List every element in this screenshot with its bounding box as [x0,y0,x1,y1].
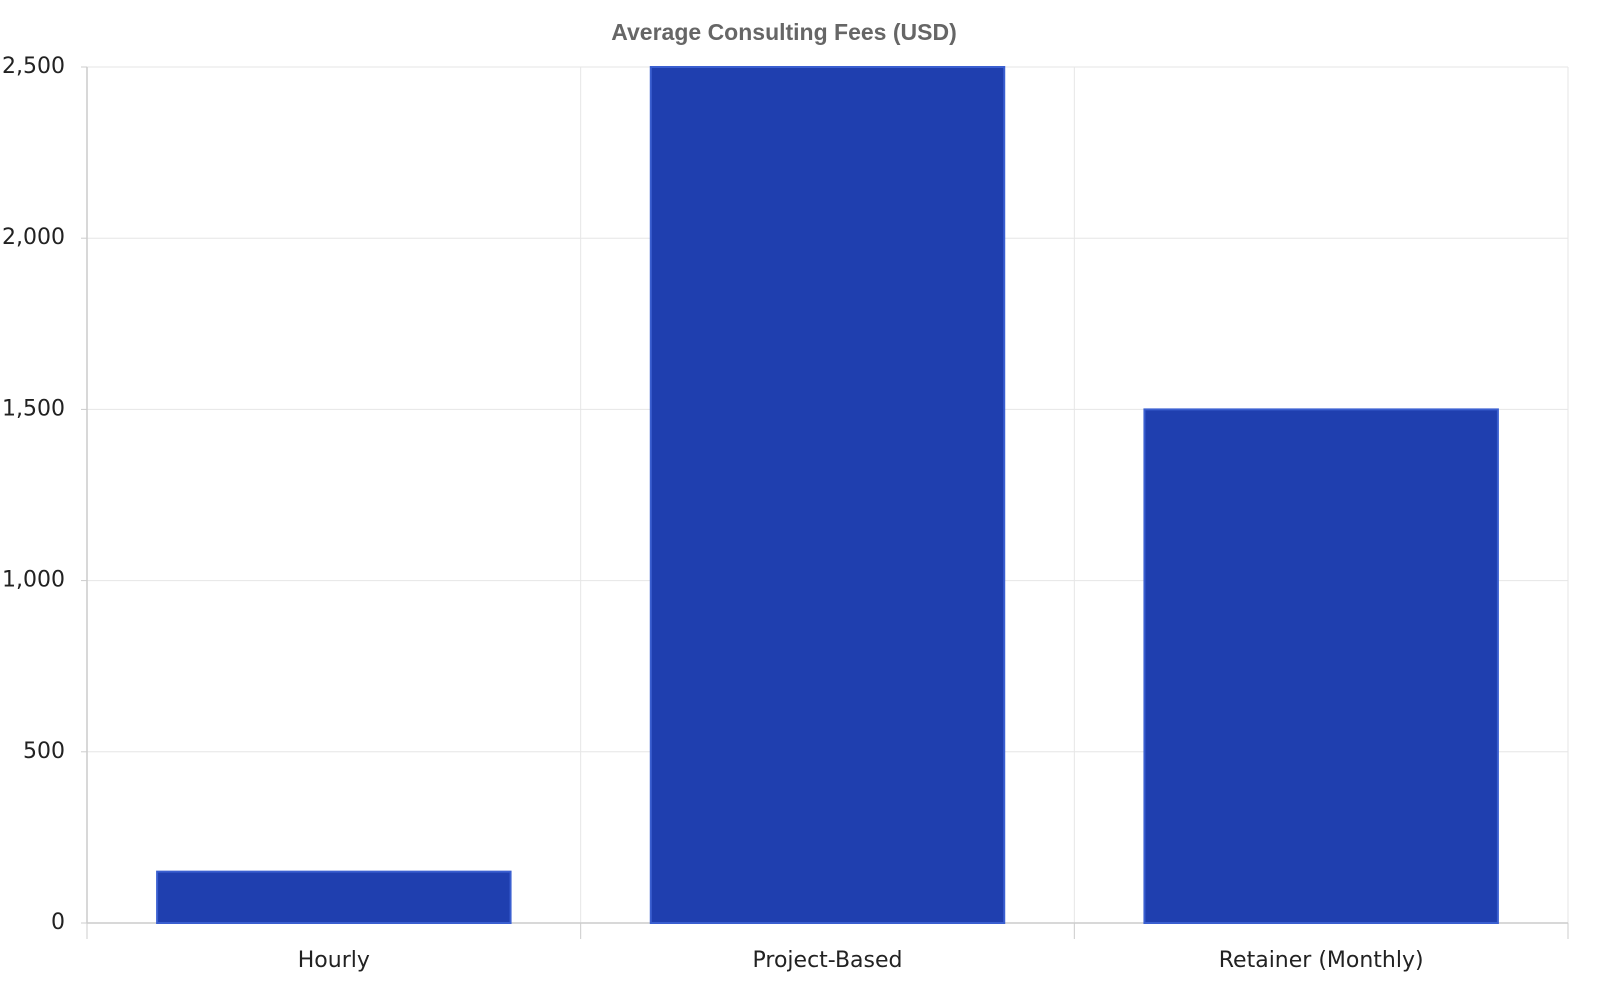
x-tick-label: Retainer (Monthly) [1219,948,1424,973]
y-tick-label: 2,500 [2,54,65,79]
x-tick-label: Hourly [298,948,370,973]
y-tick-label: 1,500 [2,396,65,421]
y-tick-label: 0 [51,910,65,935]
bar [649,66,1006,924]
chart-title: Average Consulting Fees (USD) [611,19,956,45]
bar [156,870,512,925]
y-tick-label: 2,000 [2,225,65,250]
y-tick-label: 1,000 [2,568,65,593]
bar [1143,408,1499,924]
y-tick-label: 500 [23,739,65,764]
x-tick-label: Project-Based [753,948,903,973]
